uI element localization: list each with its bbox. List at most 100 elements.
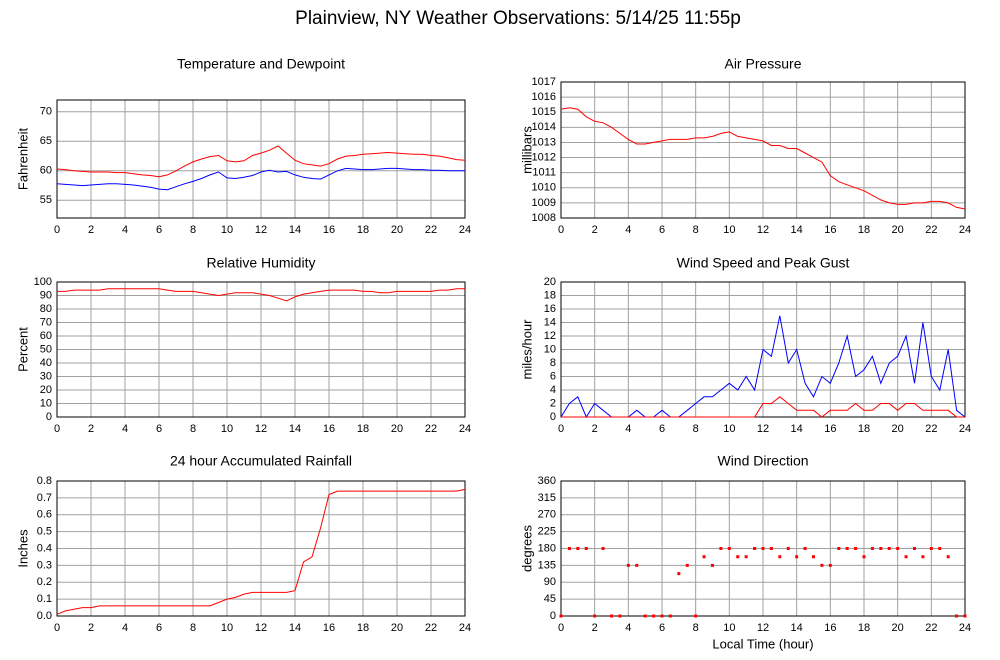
data-point [913, 547, 916, 550]
data-point [610, 614, 613, 618]
y-tick-label: 45 [544, 593, 556, 605]
data-point [904, 555, 908, 559]
y-axis-label: degrees [519, 525, 534, 572]
x-tick-label: 16 [323, 224, 335, 236]
x-tick-label: 2 [88, 622, 94, 634]
data-point [753, 547, 757, 550]
y-tick-label: 1012 [532, 151, 556, 163]
x-tick-label: 6 [156, 423, 162, 435]
x-tick-label: 20 [391, 423, 403, 435]
data-point [820, 563, 824, 567]
y-tick-label: 70 [40, 106, 52, 118]
x-tick-label: 10 [723, 423, 735, 435]
data-point [559, 614, 563, 618]
x-tick-label: 12 [255, 423, 267, 435]
y-tick-label: 0.8 [37, 475, 52, 487]
data-point [677, 572, 681, 576]
y-tick-label: 180 [538, 542, 556, 554]
x-tick-label: 0 [558, 224, 564, 236]
data-line [56, 167, 465, 191]
data-point [635, 563, 639, 567]
x-tick-label: 22 [925, 622, 937, 634]
x-tick-label: 4 [122, 423, 128, 435]
x-tick-label: 24 [959, 423, 971, 435]
y-tick-label: 70 [40, 316, 52, 328]
data-point [576, 547, 580, 550]
x-tick-label: 20 [892, 622, 904, 634]
x-tick-label: 24 [459, 423, 471, 435]
y-tick-label: 0 [46, 411, 52, 423]
x-axis-label: Local Time (hour) [712, 636, 813, 651]
x-tick-label: 18 [858, 224, 870, 236]
y-tick-label: 1016 [532, 91, 556, 103]
x-tick-label: 2 [592, 622, 598, 634]
data-point [601, 547, 605, 550]
x-tick-label: 24 [459, 622, 471, 634]
x-tick-label: 14 [289, 224, 301, 236]
y-tick-label: 14 [544, 316, 556, 328]
x-tick-label: 4 [625, 224, 631, 236]
x-tick-label: 16 [824, 622, 836, 634]
x-tick-label: 10 [221, 622, 233, 634]
data-point [812, 555, 815, 559]
x-tick-label: 18 [858, 423, 870, 435]
data-point [736, 555, 740, 559]
y-tick-label: 80 [40, 303, 52, 315]
data-point [879, 547, 883, 550]
x-tick-label: 16 [323, 423, 335, 435]
data-point [929, 547, 933, 550]
y-tick-label: 100 [34, 276, 52, 288]
data-point [685, 563, 689, 567]
x-tick-label: 14 [289, 423, 301, 435]
data-point [896, 547, 900, 550]
x-tick-label: 12 [757, 622, 769, 634]
x-tick-label: 4 [625, 423, 631, 435]
y-tick-label: 8 [550, 357, 556, 369]
y-tick-label: 0.1 [37, 593, 52, 605]
y-tick-label: 1013 [532, 136, 556, 148]
y-tick-label: 60 [40, 165, 52, 177]
data-point [837, 547, 841, 550]
chart-title: Wind Speed and Peak Gust [677, 255, 850, 271]
y-tick-label: 0.4 [37, 542, 52, 554]
y-tick-label: 270 [538, 509, 556, 521]
chart-title: Temperature and Dewpoint [177, 56, 345, 72]
y-tick-label: 315 [538, 492, 556, 504]
y-tick-label: 1014 [532, 121, 556, 133]
data-line [560, 107, 966, 210]
y-tick-label: 4 [550, 384, 556, 396]
data-point [761, 547, 765, 550]
x-tick-label: 16 [323, 622, 335, 634]
x-tick-label: 12 [255, 622, 267, 634]
y-tick-label: 65 [40, 135, 52, 147]
x-tick-label: 6 [659, 224, 665, 236]
y-tick-label: 90 [544, 576, 556, 588]
y-tick-label: 1015 [532, 106, 556, 118]
data-point [854, 547, 858, 550]
y-tick-label: 60 [40, 330, 52, 342]
data-line [56, 488, 466, 615]
y-tick-label: 0.6 [37, 509, 52, 521]
x-tick-label: 16 [824, 423, 836, 435]
x-tick-label: 0 [558, 423, 564, 435]
y-tick-label: 360 [538, 475, 556, 487]
x-tick-label: 0 [558, 622, 564, 634]
y-tick-label: 1008 [532, 212, 556, 224]
y-axis-label: Inches [15, 529, 30, 568]
data-point [660, 614, 664, 618]
data-point [786, 547, 790, 550]
y-tick-label: 10 [40, 397, 52, 409]
x-tick-label: 8 [190, 224, 196, 236]
y-tick-label: 1011 [532, 167, 556, 179]
data-line [56, 145, 466, 178]
x-tick-label: 4 [122, 224, 128, 236]
x-tick-label: 14 [791, 622, 803, 634]
x-tick-label: 18 [357, 622, 369, 634]
x-tick-label: 12 [255, 224, 267, 236]
y-tick-label: 135 [538, 559, 556, 571]
data-point [955, 614, 959, 618]
data-point [828, 563, 832, 567]
